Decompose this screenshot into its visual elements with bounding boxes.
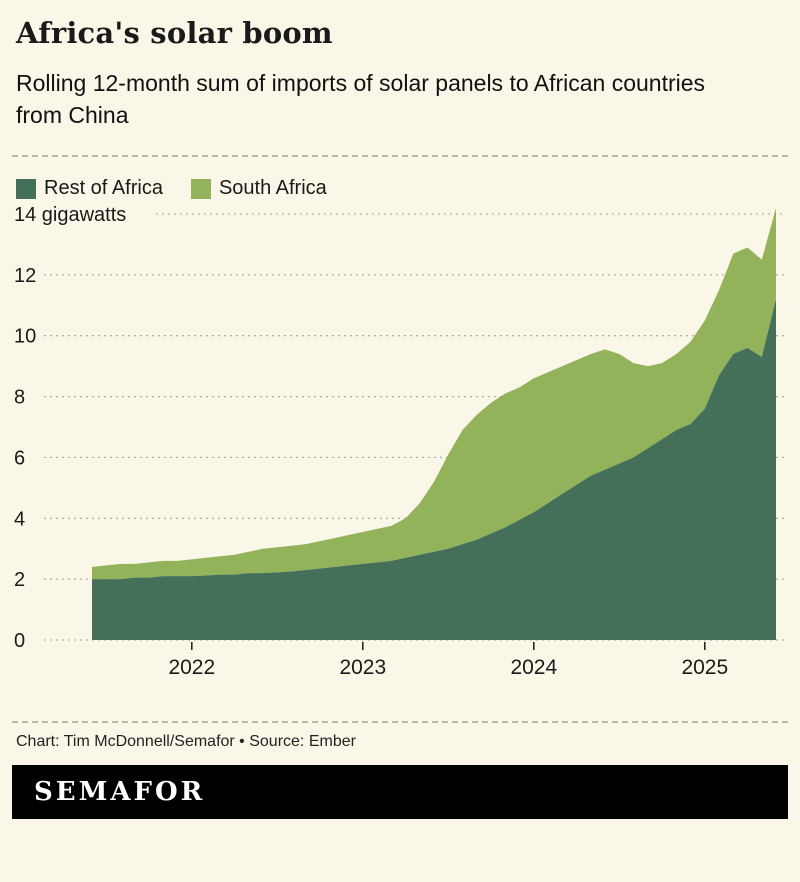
stacked-area-chart: 0 2 4 6 8 10 12 14 gigawatts 2022 2023 2024 2025	[14, 202, 786, 689]
top-divider	[12, 155, 788, 158]
legend-label: Rest of Africa	[44, 177, 163, 200]
semafor-logo: SEMAFOR	[34, 777, 206, 808]
svg-text:2025: 2025	[681, 656, 728, 679]
chart-title: Africa's solar boom	[16, 16, 333, 50]
svg-text:0: 0	[14, 630, 25, 652]
svg-text:12: 12	[14, 265, 36, 287]
svg-text:10: 10	[14, 326, 36, 348]
svg-text:4: 4	[14, 509, 25, 531]
semafor-logo-bar: SEMAFOR	[12, 765, 788, 820]
chart-legend: Rest of Africa South Africa	[16, 177, 786, 200]
svg-text:8: 8	[14, 387, 25, 409]
south-africa-swatch	[190, 178, 211, 199]
chart-canvas: 0 2 4 6 8 10 12 14 gigawatts 2022 2023 2024 2025	[14, 204, 786, 679]
chart-credit: Chart: Tim McDonnell/Semafor • Source: E…	[16, 733, 356, 751]
legend-label: South Africa	[218, 177, 327, 200]
footer-divider	[12, 721, 788, 724]
svg-text:2022: 2022	[168, 656, 215, 679]
svg-text:6: 6	[14, 448, 25, 470]
legend-item-rest-of-africa: Rest of Africa	[16, 177, 163, 200]
legend-item-south-africa: South Africa	[190, 177, 327, 200]
chart-subtitle: Rolling 12-month sum of imports of solar…	[16, 70, 706, 128]
svg-text:2: 2	[14, 570, 25, 592]
svg-text:2024: 2024	[510, 656, 557, 679]
chart-card: Africa's solar boom Rolling 12-month sum…	[0, 16, 800, 882]
rest-of-africa-swatch	[16, 178, 36, 199]
svg-text:2023: 2023	[339, 656, 386, 679]
svg-text:14 gigawatts: 14 gigawatts	[14, 204, 126, 226]
